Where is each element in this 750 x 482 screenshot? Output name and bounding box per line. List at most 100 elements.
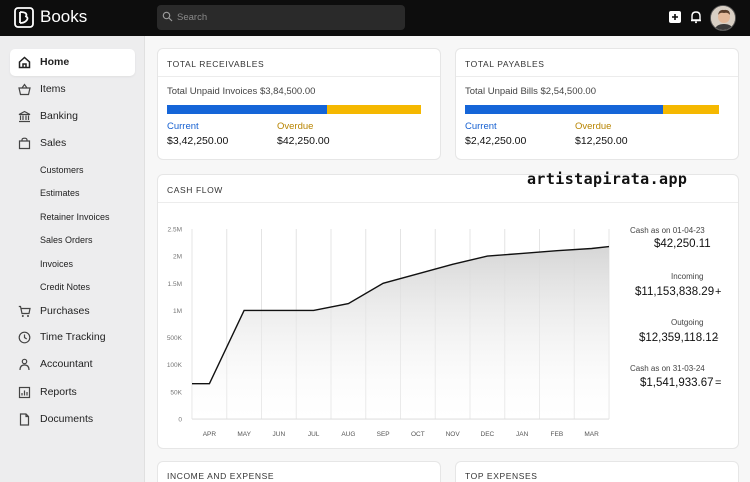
receivables-overdue-label: Overdue xyxy=(277,121,314,132)
x-tick-label: OCT xyxy=(411,431,425,438)
cash-flow-chart: 0 50K 100K 500K 1M 1.5M 2M 2.5M APR MAY JUN JUL AUG… xyxy=(167,227,610,438)
x-tick-label: JUN xyxy=(273,431,286,438)
sidebar-item-accountant[interactable]: Accountant xyxy=(10,351,135,378)
sidebar-item-time-tracking[interactable]: Time Tracking xyxy=(10,324,135,351)
notifications-bell-icon[interactable] xyxy=(689,10,703,24)
incoming-label: Incoming xyxy=(671,272,704,281)
sidebar-item-sales[interactable]: Sales xyxy=(10,130,135,157)
watermark-text: artistapirata.app xyxy=(527,170,688,188)
accountant-icon xyxy=(19,358,30,371)
receivables-overdue-bar xyxy=(327,105,421,114)
sidebar-item-label: Purchases xyxy=(40,305,90,317)
x-tick-label: APR xyxy=(203,431,217,438)
cash-flow-title: CASH FLOW xyxy=(167,185,223,195)
y-tick-label: 2.5M xyxy=(168,227,182,234)
x-tick-label: MAY xyxy=(237,431,251,438)
cash-flow-area xyxy=(192,246,609,419)
sidebar-subitem-sales-orders[interactable]: Sales Orders xyxy=(40,235,93,245)
payables-current-value: $2,42,250.00 xyxy=(465,135,527,147)
outgoing-operator: - xyxy=(715,332,719,344)
sidebar-subitem-credit-notes[interactable]: Credit Notes xyxy=(40,282,91,292)
bank-icon xyxy=(18,110,31,123)
receivables-card: TOTAL RECEIVABLES Total Unpaid Invoices … xyxy=(157,48,441,160)
sidebar-item-purchases[interactable]: Purchases xyxy=(10,298,135,325)
top-expenses-card: TOP EXPENSES xyxy=(455,461,739,482)
clock-icon xyxy=(18,331,31,344)
payables-overdue-bar xyxy=(663,105,719,114)
search-icon xyxy=(162,11,173,22)
receivables-title: TOTAL RECEIVABLES xyxy=(167,59,265,69)
end-operator: = xyxy=(715,377,722,389)
payables-card: TOTAL PAYABLES Total Unpaid Bills $2,54,… xyxy=(455,48,739,160)
books-logo-icon[interactable] xyxy=(14,7,34,28)
sidebar-item-label: Sales xyxy=(40,137,67,149)
cash-end-label: Cash as on 31-03-24 xyxy=(630,364,705,373)
cash-start-value: $42,250.11 xyxy=(654,238,711,250)
sidebar-subitem-customers[interactable]: Customers xyxy=(40,165,84,175)
cash-flow-line xyxy=(192,245,610,385)
sidebar-item-label: Accountant xyxy=(40,358,93,370)
sidebar-item-reports[interactable]: Reports xyxy=(10,379,135,406)
x-tick-label: MAR xyxy=(584,431,599,438)
x-tick-label: AUG xyxy=(341,431,355,438)
cash-end-value: $1,541,933.67 xyxy=(640,377,714,389)
receivables-current-bar xyxy=(167,105,327,114)
y-tick-label: 100K xyxy=(167,362,183,369)
sidebar-item-label: Banking xyxy=(40,110,78,122)
payables-title: TOTAL PAYABLES xyxy=(465,59,545,69)
sidebar-item-label: Time Tracking xyxy=(40,331,106,343)
sidebar-item-label: Home xyxy=(40,56,70,68)
sidebar-item-items[interactable]: Items xyxy=(10,76,135,103)
sidebar-item-label: Items xyxy=(40,83,66,95)
sidebar: Home Items Banking Sales Customers Estim… xyxy=(0,36,145,482)
divider xyxy=(456,76,738,77)
app-title: Books xyxy=(40,7,88,26)
receivables-current-value: $3,42,250.00 xyxy=(167,135,229,147)
receivables-current-label: Current xyxy=(167,121,199,132)
shopping-bag-icon xyxy=(18,137,31,150)
payables-progress-bar xyxy=(465,105,719,114)
x-tick-label: DEC xyxy=(481,431,495,438)
cash-start-label: Cash as on 01-04-23 xyxy=(630,226,705,235)
incoming-value: $11,153,838.29 xyxy=(635,286,715,298)
divider xyxy=(158,76,440,77)
outgoing-value: $12,359,118.12 xyxy=(639,332,719,344)
search-input[interactable] xyxy=(177,7,397,27)
sidebar-item-documents[interactable]: Documents xyxy=(10,406,135,433)
cart-icon xyxy=(18,305,31,317)
payables-current-bar xyxy=(465,105,663,114)
divider xyxy=(158,202,738,203)
payables-current-label: Current xyxy=(465,121,497,132)
sidebar-subitem-estimates[interactable]: Estimates xyxy=(40,188,80,198)
user-avatar[interactable] xyxy=(710,5,736,31)
payables-overdue-label: Overdue xyxy=(575,121,612,132)
sidebar-subitem-retainer-invoices[interactable]: Retainer Invoices xyxy=(40,212,110,222)
outgoing-label: Outgoing xyxy=(671,318,704,327)
receivables-progress-bar xyxy=(167,105,421,114)
sidebar-item-home[interactable]: Home xyxy=(10,49,135,76)
y-tick-label: 0 xyxy=(178,417,182,424)
document-icon xyxy=(19,413,30,426)
incoming-operator: + xyxy=(715,286,722,298)
search-box[interactable] xyxy=(157,5,405,30)
receivables-unpaid-total: Total Unpaid Invoices $3,84,500.00 xyxy=(167,86,316,97)
sidebar-item-banking[interactable]: Banking xyxy=(10,103,135,130)
x-tick-label: SEP xyxy=(377,431,390,438)
new-icon[interactable] xyxy=(668,10,682,24)
home-icon xyxy=(18,56,31,69)
top-bar: Books xyxy=(0,0,750,36)
sidebar-item-label: Documents xyxy=(40,413,94,425)
avatar-icon xyxy=(711,6,735,30)
basket-icon xyxy=(18,83,31,96)
x-tick-label: JUL xyxy=(308,431,320,438)
top-expenses-title: TOP EXPENSES xyxy=(465,471,538,481)
income-expense-card: INCOME AND EXPENSE xyxy=(157,461,441,482)
x-tick-label: JAN xyxy=(516,431,529,438)
income-expense-title: INCOME AND EXPENSE xyxy=(167,471,275,481)
y-tick-label: 2M xyxy=(173,254,182,261)
receivables-overdue-value: $42,250.00 xyxy=(277,135,330,147)
y-tick-label: 1M xyxy=(173,308,182,315)
payables-overdue-value: $12,250.00 xyxy=(575,135,628,147)
sidebar-item-label: Reports xyxy=(40,386,77,398)
sidebar-subitem-invoices[interactable]: Invoices xyxy=(40,259,74,269)
